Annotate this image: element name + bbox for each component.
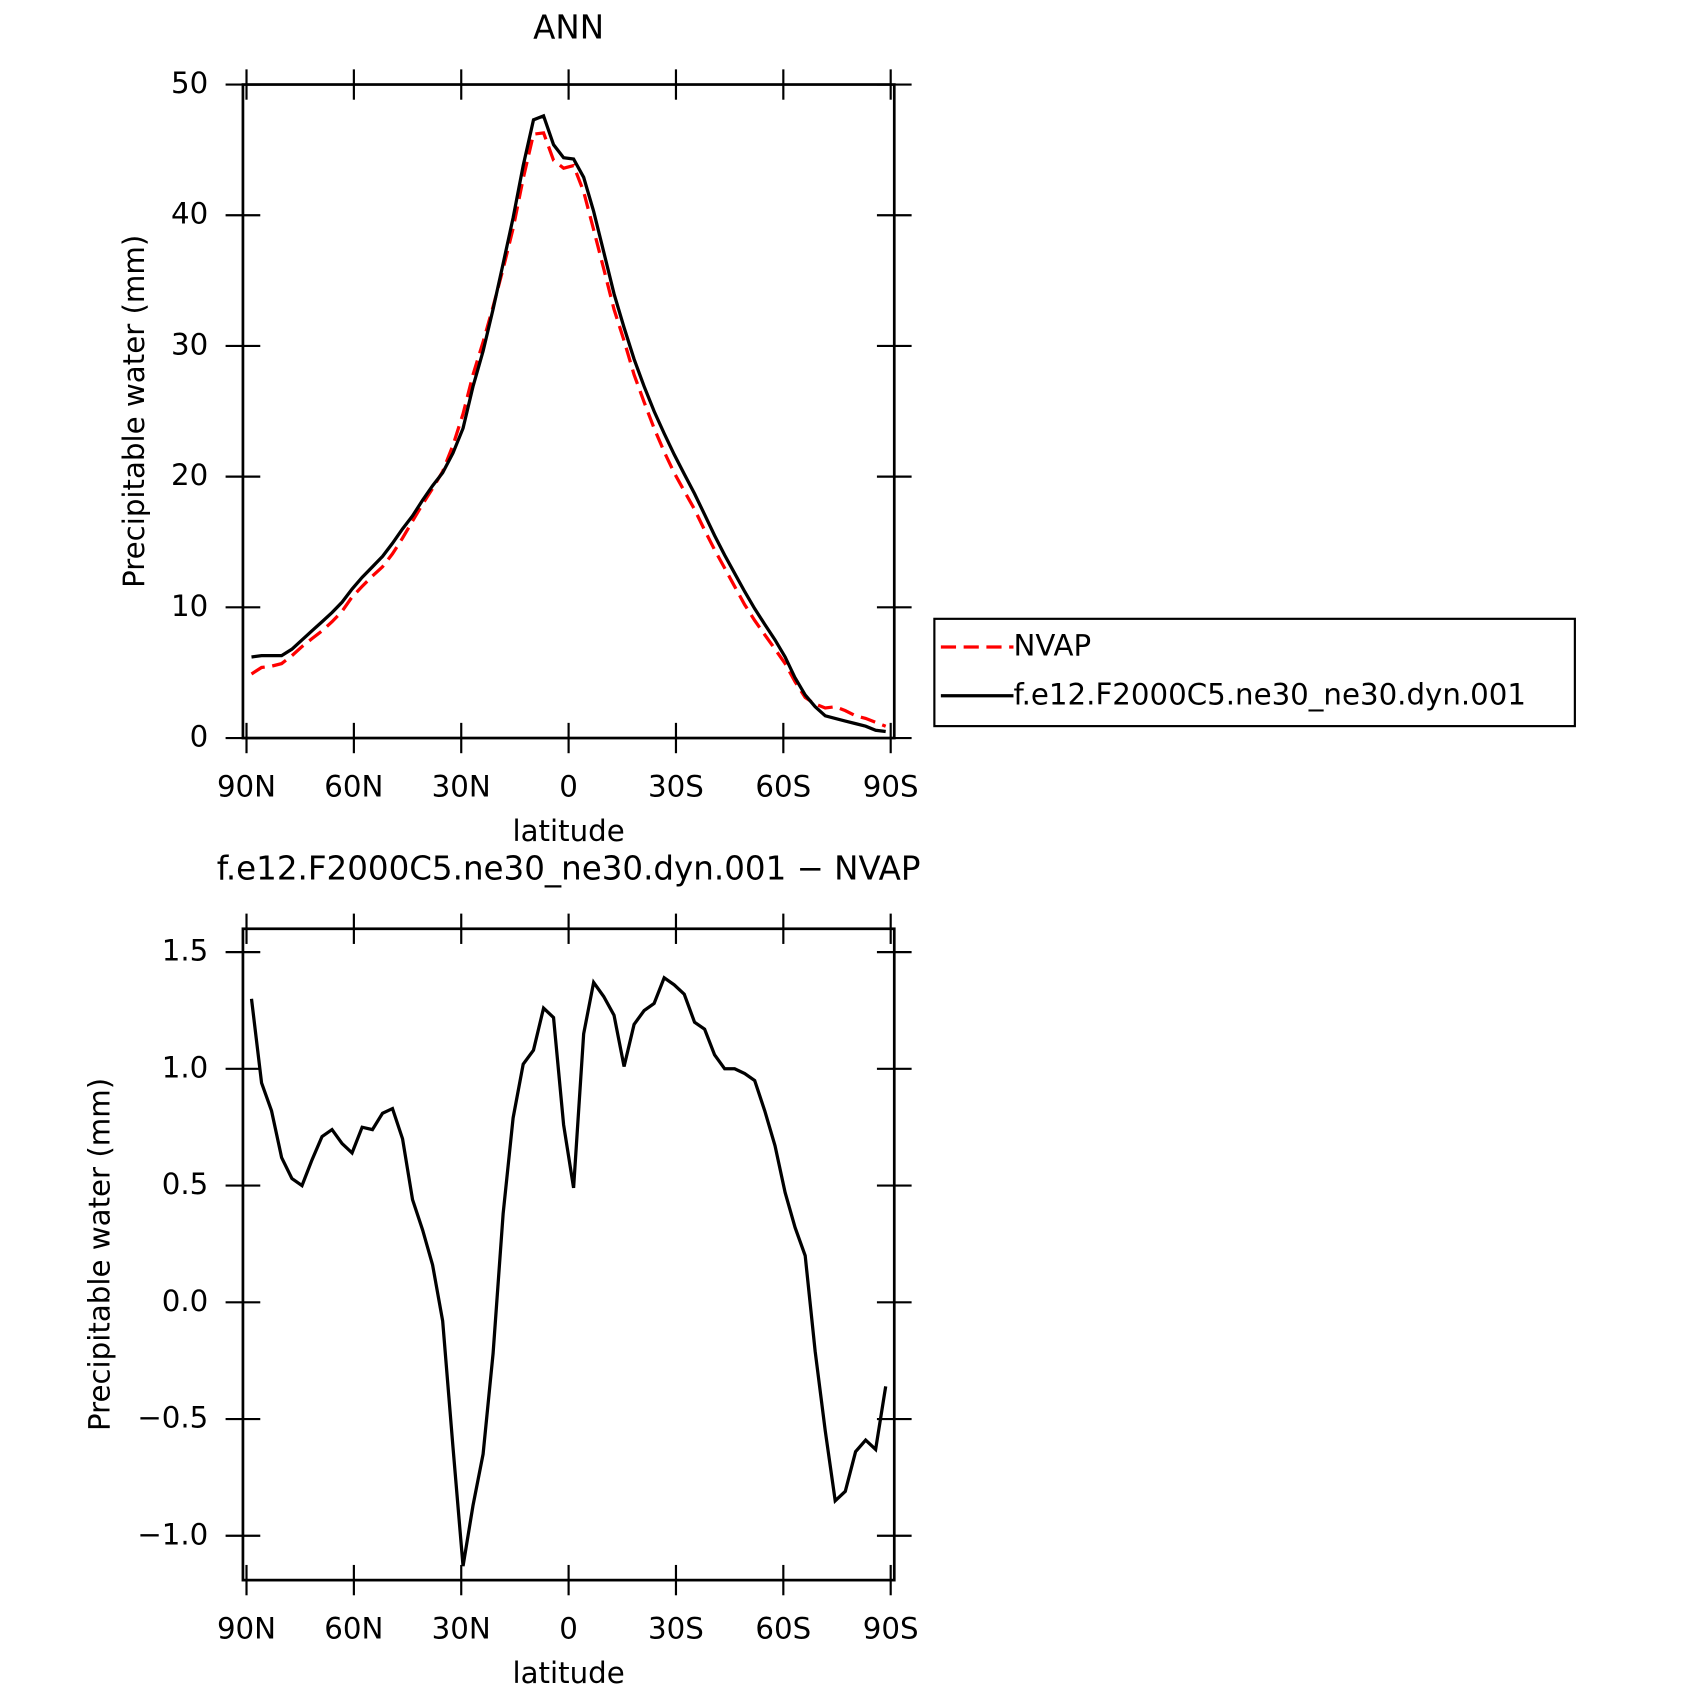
legend-label: f.e12.F2000C5.ne30_ne30.dyn.001 bbox=[1013, 677, 1526, 711]
y-tick-label: 50 bbox=[171, 66, 208, 100]
x-axis-label: latitude bbox=[512, 1656, 624, 1690]
y-tick-label: 20 bbox=[171, 458, 208, 492]
x-tick-label: 0 bbox=[559, 769, 578, 803]
chart-title: ANN bbox=[533, 8, 604, 46]
x-tick-label: 60S bbox=[755, 769, 811, 803]
x-tick-label: 0 bbox=[559, 1611, 578, 1645]
y-tick-label: 40 bbox=[171, 197, 208, 231]
y-tick-label: 10 bbox=[171, 589, 208, 623]
x-tick-label: 30S bbox=[648, 1611, 704, 1645]
x-tick-label: 30N bbox=[432, 1611, 491, 1645]
y-tick-label: 1.0 bbox=[162, 1050, 209, 1084]
plot-frame bbox=[241, 927, 896, 1582]
y-axis-label: Precipitable water (mm) bbox=[117, 235, 151, 588]
x-tick-label: 90S bbox=[863, 769, 919, 803]
y-axis-label: Precipitable water (mm) bbox=[82, 1078, 116, 1431]
chart-title: f.e12.F2000C5.ne30_ne30.dyn.001 − NVAP bbox=[217, 849, 921, 887]
series-line bbox=[251, 113, 886, 734]
x-tick-label: 30S bbox=[648, 769, 704, 803]
x-tick-label: 30N bbox=[432, 769, 491, 803]
y-tick-label: 0.5 bbox=[162, 1167, 209, 1201]
plot-frame bbox=[241, 83, 896, 740]
legend-box bbox=[933, 617, 1576, 728]
y-tick-label: 0 bbox=[190, 720, 209, 754]
x-tick-label: 60S bbox=[755, 1611, 811, 1645]
x-tick-label: 90N bbox=[217, 1611, 276, 1645]
y-tick-label: −0.5 bbox=[137, 1401, 208, 1435]
x-tick-label: 60N bbox=[324, 1611, 383, 1645]
x-tick-label: 90S bbox=[863, 1611, 919, 1645]
y-tick-label: 0.0 bbox=[162, 1284, 209, 1318]
legend-label: NVAP bbox=[1013, 629, 1091, 663]
y-tick-label: 30 bbox=[171, 327, 208, 361]
x-axis-label: latitude bbox=[512, 814, 624, 848]
y-tick-label: −1.0 bbox=[137, 1517, 208, 1551]
series-line bbox=[249, 975, 888, 1567]
x-tick-label: 90N bbox=[217, 769, 276, 803]
y-tick-label: 1.5 bbox=[162, 934, 209, 968]
x-tick-label: 60N bbox=[324, 769, 383, 803]
series-line bbox=[250, 131, 887, 728]
